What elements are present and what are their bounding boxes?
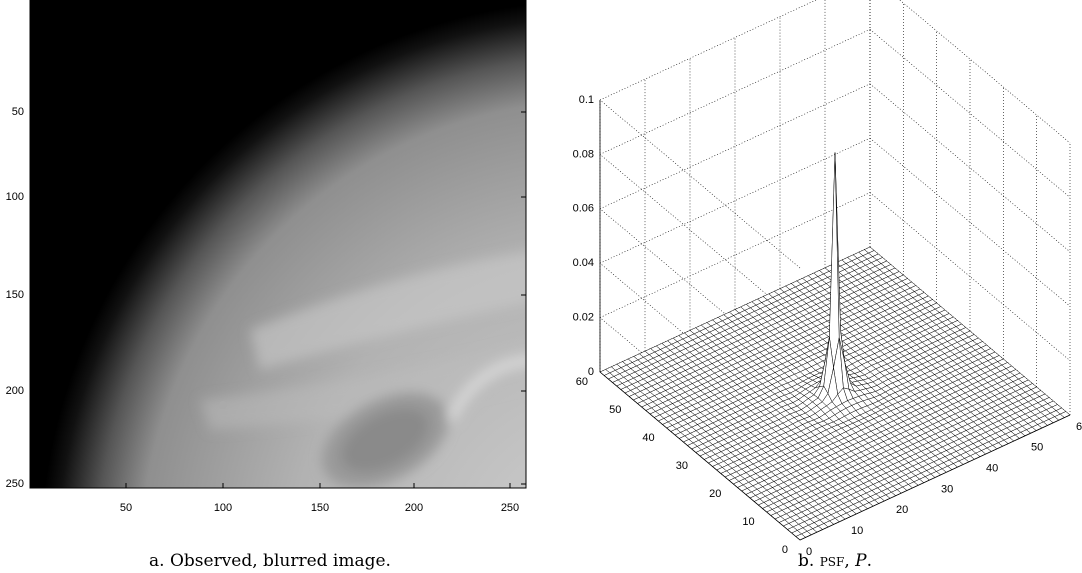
y-tick-label: 150 <box>6 289 24 301</box>
x-tick-label: 100 <box>214 502 232 514</box>
z-tick-label: 0.02 <box>573 312 594 324</box>
z-tick-label: 0.1 <box>579 94 594 106</box>
y-tick-label: 40 <box>642 432 654 444</box>
x-tick-label: 10 <box>851 525 863 537</box>
z-tick-label: 0.04 <box>573 257 594 269</box>
z-tick-label: 0.06 <box>573 203 594 215</box>
caption-part: P <box>854 551 867 571</box>
x-tick-label: 50 <box>120 502 132 514</box>
y-tick-label: 100 <box>6 191 24 203</box>
y-tick-label: 50 <box>609 404 621 416</box>
caption-part: . <box>867 551 872 571</box>
grid-line <box>869 29 1071 198</box>
y-tick-label: 10 <box>742 516 754 528</box>
x-tick-label: 50 <box>1031 442 1043 454</box>
y-tick-label: 50 <box>12 106 24 118</box>
caption: a. Observed, blurred image. <box>149 551 391 571</box>
y-tick-label: 20 <box>709 488 721 500</box>
x-tick-label: 150 <box>311 502 329 514</box>
x-tick-label: 20 <box>896 504 908 516</box>
y-tick-label: 250 <box>6 478 24 490</box>
z-tick-label: 0.08 <box>573 148 594 160</box>
grid-line <box>599 83 871 210</box>
y-tick-label: 60 <box>576 376 588 388</box>
x-tick-label: 200 <box>405 502 423 514</box>
axis-line <box>799 414 1071 541</box>
psf-mesh <box>599 152 1071 541</box>
y-tick-label: 200 <box>6 385 24 397</box>
caption: b. psf, P. <box>798 551 872 571</box>
image-frame <box>29 0 527 489</box>
x-tick-label: 40 <box>986 463 998 475</box>
axis-line <box>599 371 801 541</box>
caption-part: , <box>844 551 849 571</box>
x-tick-label: 30 <box>941 483 953 495</box>
observed-image <box>30 0 526 488</box>
caption-part: psf <box>820 551 845 571</box>
y-tick-label: 30 <box>676 460 688 472</box>
grid-line <box>599 99 801 269</box>
x-tick-label: 0 <box>806 546 812 558</box>
x-tick-label: 6 <box>1076 421 1082 433</box>
x-tick-label: 250 <box>501 502 519 514</box>
grid-line <box>599 0 817 101</box>
z-tick-label: 0 <box>588 366 594 378</box>
y-tick-label: 0 <box>782 544 788 556</box>
caption-part: b. <box>798 551 814 571</box>
grid-line <box>899 0 1071 144</box>
